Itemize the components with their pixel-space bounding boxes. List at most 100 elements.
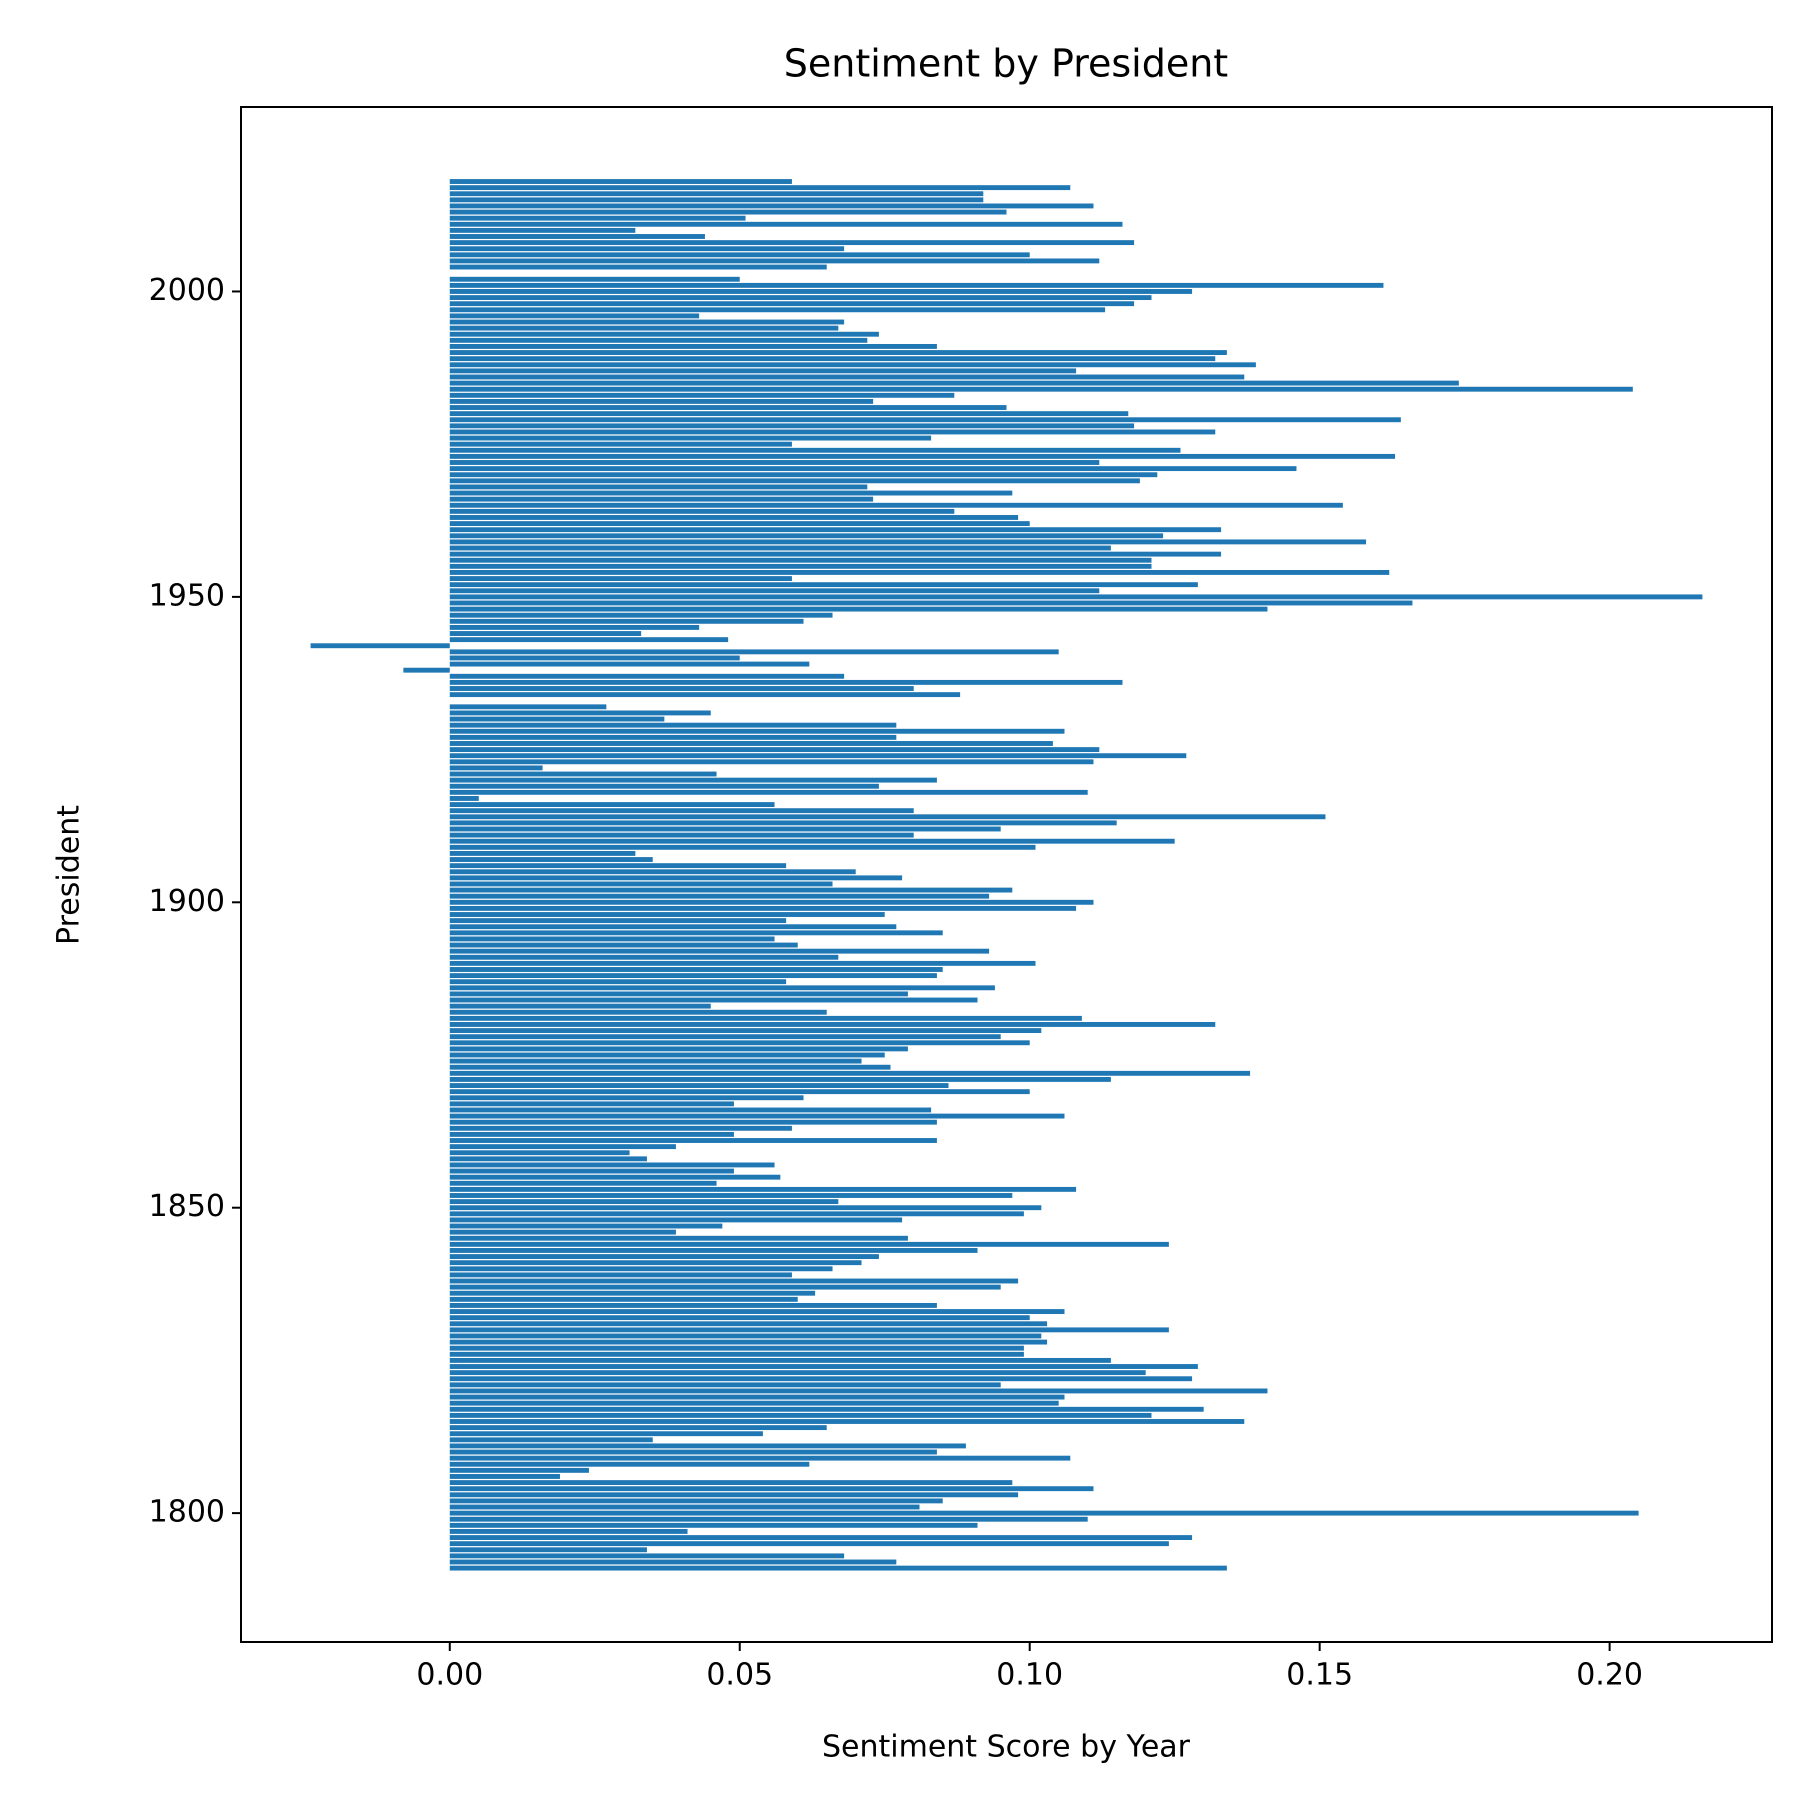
bar bbox=[449, 356, 1216, 362]
bar bbox=[449, 1425, 827, 1431]
bar bbox=[449, 392, 955, 398]
bar bbox=[449, 1461, 810, 1467]
bar bbox=[449, 515, 1019, 520]
plot-frame bbox=[240, 106, 1773, 1643]
bar bbox=[449, 472, 1158, 478]
bar bbox=[449, 276, 740, 282]
bar bbox=[449, 496, 874, 502]
bar bbox=[449, 295, 1152, 301]
bar bbox=[449, 1070, 1251, 1076]
bar bbox=[449, 857, 653, 862]
bar bbox=[449, 1504, 920, 1510]
bar bbox=[449, 1248, 978, 1253]
bar bbox=[449, 1046, 908, 1052]
bar bbox=[449, 1058, 862, 1064]
bar bbox=[449, 466, 1297, 472]
bar bbox=[449, 1437, 653, 1443]
bar bbox=[449, 1345, 1024, 1351]
bar bbox=[449, 979, 787, 985]
x-tick-label: 0.05 bbox=[706, 1658, 773, 1693]
bar bbox=[449, 533, 1164, 539]
x-tick-label: 0.00 bbox=[416, 1658, 483, 1693]
y-tick-label: 2000 bbox=[149, 273, 225, 308]
bar bbox=[449, 405, 1007, 410]
bar bbox=[449, 899, 1094, 905]
bar bbox=[449, 258, 1100, 264]
bar bbox=[449, 221, 1123, 227]
bar bbox=[449, 350, 1227, 355]
bar bbox=[449, 1394, 1065, 1400]
bar bbox=[449, 484, 868, 490]
bar bbox=[449, 991, 908, 997]
bar bbox=[449, 1138, 937, 1143]
bar bbox=[449, 924, 897, 930]
bar bbox=[449, 368, 1077, 374]
bar bbox=[449, 570, 1390, 575]
bar bbox=[449, 814, 1326, 820]
bar bbox=[449, 973, 937, 979]
y-tick-label: 1850 bbox=[149, 1189, 225, 1224]
bar bbox=[449, 1101, 734, 1107]
bar bbox=[449, 1419, 1245, 1424]
bar bbox=[449, 343, 937, 349]
bar bbox=[449, 985, 995, 991]
bar bbox=[449, 1321, 1048, 1327]
bar bbox=[449, 1357, 1111, 1363]
bar bbox=[449, 912, 885, 917]
bar bbox=[449, 661, 810, 667]
bar bbox=[449, 386, 1633, 392]
bar bbox=[449, 759, 1094, 765]
bar bbox=[449, 1309, 1065, 1314]
bar bbox=[449, 594, 1703, 600]
bar bbox=[449, 948, 990, 954]
bar bbox=[449, 1156, 647, 1162]
bar bbox=[449, 734, 897, 740]
chart-title: Sentiment by President bbox=[784, 42, 1228, 86]
bar bbox=[449, 1272, 792, 1278]
x-tick-label: 0.15 bbox=[1286, 1658, 1353, 1693]
bar bbox=[449, 325, 839, 331]
bar bbox=[449, 649, 1059, 655]
bar bbox=[449, 362, 1256, 368]
bar bbox=[449, 1376, 1193, 1382]
bar bbox=[449, 1364, 1198, 1369]
bar bbox=[449, 1193, 1013, 1198]
bar bbox=[449, 1412, 1152, 1418]
bar bbox=[449, 185, 1071, 191]
bar bbox=[449, 380, 1459, 386]
bar bbox=[449, 478, 1140, 484]
bar bbox=[449, 337, 868, 343]
bar bbox=[310, 643, 450, 649]
bar bbox=[449, 673, 845, 679]
bar bbox=[449, 838, 1175, 844]
bar bbox=[449, 863, 787, 869]
bar bbox=[449, 692, 961, 698]
bar bbox=[449, 1406, 1204, 1412]
bar bbox=[449, 1528, 688, 1534]
bar bbox=[449, 246, 845, 252]
bar bbox=[449, 789, 1088, 795]
bar bbox=[449, 686, 914, 691]
bar bbox=[449, 1162, 775, 1168]
bar bbox=[449, 319, 845, 325]
bar bbox=[449, 1431, 763, 1437]
bar bbox=[449, 1443, 966, 1449]
bar bbox=[449, 1199, 839, 1205]
bar bbox=[449, 710, 711, 716]
bar bbox=[449, 447, 1181, 453]
bar bbox=[449, 606, 1268, 612]
bar bbox=[449, 1498, 943, 1504]
bar bbox=[449, 1254, 879, 1260]
bar bbox=[449, 179, 792, 184]
bar bbox=[449, 582, 1198, 588]
bar bbox=[449, 521, 1030, 527]
bar bbox=[449, 1455, 1071, 1461]
bar bbox=[449, 1565, 1227, 1571]
bar bbox=[449, 1003, 711, 1009]
bar bbox=[449, 307, 1106, 313]
bar bbox=[449, 679, 1123, 685]
bar bbox=[449, 1510, 1639, 1516]
bar bbox=[449, 967, 943, 972]
x-axis-label: Sentiment Score by Year bbox=[822, 1730, 1191, 1765]
bar bbox=[449, 1223, 723, 1229]
